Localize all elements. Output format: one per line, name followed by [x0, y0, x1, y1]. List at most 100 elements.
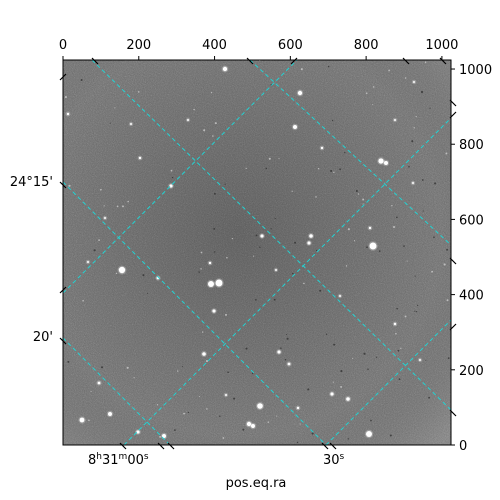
wcs-tick — [321, 442, 329, 450]
faint-source — [103, 205, 105, 207]
faint-source — [366, 246, 368, 249]
star — [297, 90, 303, 96]
faint-source — [389, 434, 392, 437]
star — [346, 397, 350, 401]
wcs-tick — [449, 99, 457, 107]
faint-source — [183, 412, 186, 415]
faint-source — [424, 61, 427, 63]
star — [368, 226, 372, 230]
faint-source — [233, 397, 236, 400]
faint-source — [203, 129, 206, 132]
ra-label-8h31m00s: 8h31m00s — [88, 452, 149, 468]
faint-source — [428, 396, 431, 399]
faint-source — [286, 337, 289, 340]
faint-source — [433, 236, 435, 238]
faint-source — [327, 65, 330, 68]
dec-label-20: 20' — [33, 330, 53, 345]
faint-source — [404, 77, 407, 79]
star — [208, 281, 214, 287]
faint-source — [226, 256, 228, 259]
faint-source — [375, 356, 378, 358]
faint-source — [294, 241, 297, 244]
star — [97, 381, 101, 385]
faint-source — [307, 388, 310, 391]
faint-source — [116, 205, 119, 208]
faint-source — [406, 260, 408, 262]
star — [296, 406, 300, 410]
faint-source — [227, 371, 229, 374]
faint-source — [333, 343, 336, 346]
wcs-tick — [119, 442, 127, 450]
grid-line — [63, 181, 327, 445]
star — [339, 295, 341, 297]
star — [79, 417, 85, 423]
faint-source — [431, 270, 434, 273]
faint-source — [404, 315, 407, 318]
star — [136, 430, 140, 434]
right-axis-tick-label: 800 — [459, 138, 484, 153]
faint-source — [82, 299, 84, 302]
right-axis-tick-label: 200 — [459, 364, 484, 379]
faint-source — [198, 271, 200, 273]
star — [118, 266, 126, 274]
wcs-tick — [167, 442, 175, 450]
faint-source — [93, 249, 96, 252]
star — [222, 66, 228, 72]
faint-source — [365, 92, 368, 94]
grid-line — [63, 60, 298, 294]
wcs-tick — [59, 286, 67, 294]
faint-source — [170, 169, 173, 172]
faint-source — [202, 331, 204, 333]
wcs-tick — [329, 442, 337, 450]
star — [320, 146, 324, 150]
right-pixel-axis: 0 200 400 600 800 1000 — [451, 63, 492, 454]
faint-source — [219, 415, 221, 417]
faint-source — [200, 251, 203, 254]
star — [287, 362, 291, 366]
faint-source — [420, 90, 424, 94]
faint-source — [392, 225, 396, 229]
faint-source — [245, 347, 248, 350]
faint-source — [171, 176, 174, 179]
faint-source — [416, 304, 419, 307]
faint-source — [396, 307, 398, 310]
wcs-tick — [290, 57, 298, 65]
star — [412, 182, 414, 184]
star — [257, 403, 263, 409]
wcs-tick — [449, 323, 457, 331]
faint-source — [115, 272, 118, 275]
star — [277, 350, 281, 354]
faint-source — [270, 228, 272, 230]
faint-source — [391, 204, 393, 207]
star — [307, 241, 311, 245]
faint-source — [133, 377, 135, 379]
faint-source — [315, 196, 317, 198]
faint-source — [347, 438, 349, 440]
faint-source — [353, 240, 356, 242]
faint-source — [137, 91, 140, 93]
faint-source — [363, 352, 366, 355]
right-axis-tick-label: 400 — [459, 289, 484, 304]
faint-source — [222, 437, 225, 439]
faint-source — [100, 366, 104, 369]
star — [366, 431, 372, 437]
faint-source — [255, 299, 257, 301]
faint-source — [245, 167, 247, 170]
faint-source — [224, 183, 226, 185]
ra-label-30s: 30s — [323, 452, 345, 468]
star — [212, 309, 216, 313]
faint-source — [284, 359, 287, 361]
faint-source — [231, 237, 234, 240]
faint-source — [396, 216, 398, 219]
star — [393, 322, 397, 326]
faint-source — [340, 370, 343, 373]
faint-source — [253, 255, 255, 257]
star — [330, 392, 334, 396]
right-axis-tick-label: 1000 — [459, 63, 492, 78]
star — [187, 119, 189, 121]
faint-source — [355, 189, 358, 193]
top-axis-tick-label: 800 — [354, 38, 379, 53]
faint-source — [199, 396, 200, 398]
faint-source — [114, 107, 116, 109]
